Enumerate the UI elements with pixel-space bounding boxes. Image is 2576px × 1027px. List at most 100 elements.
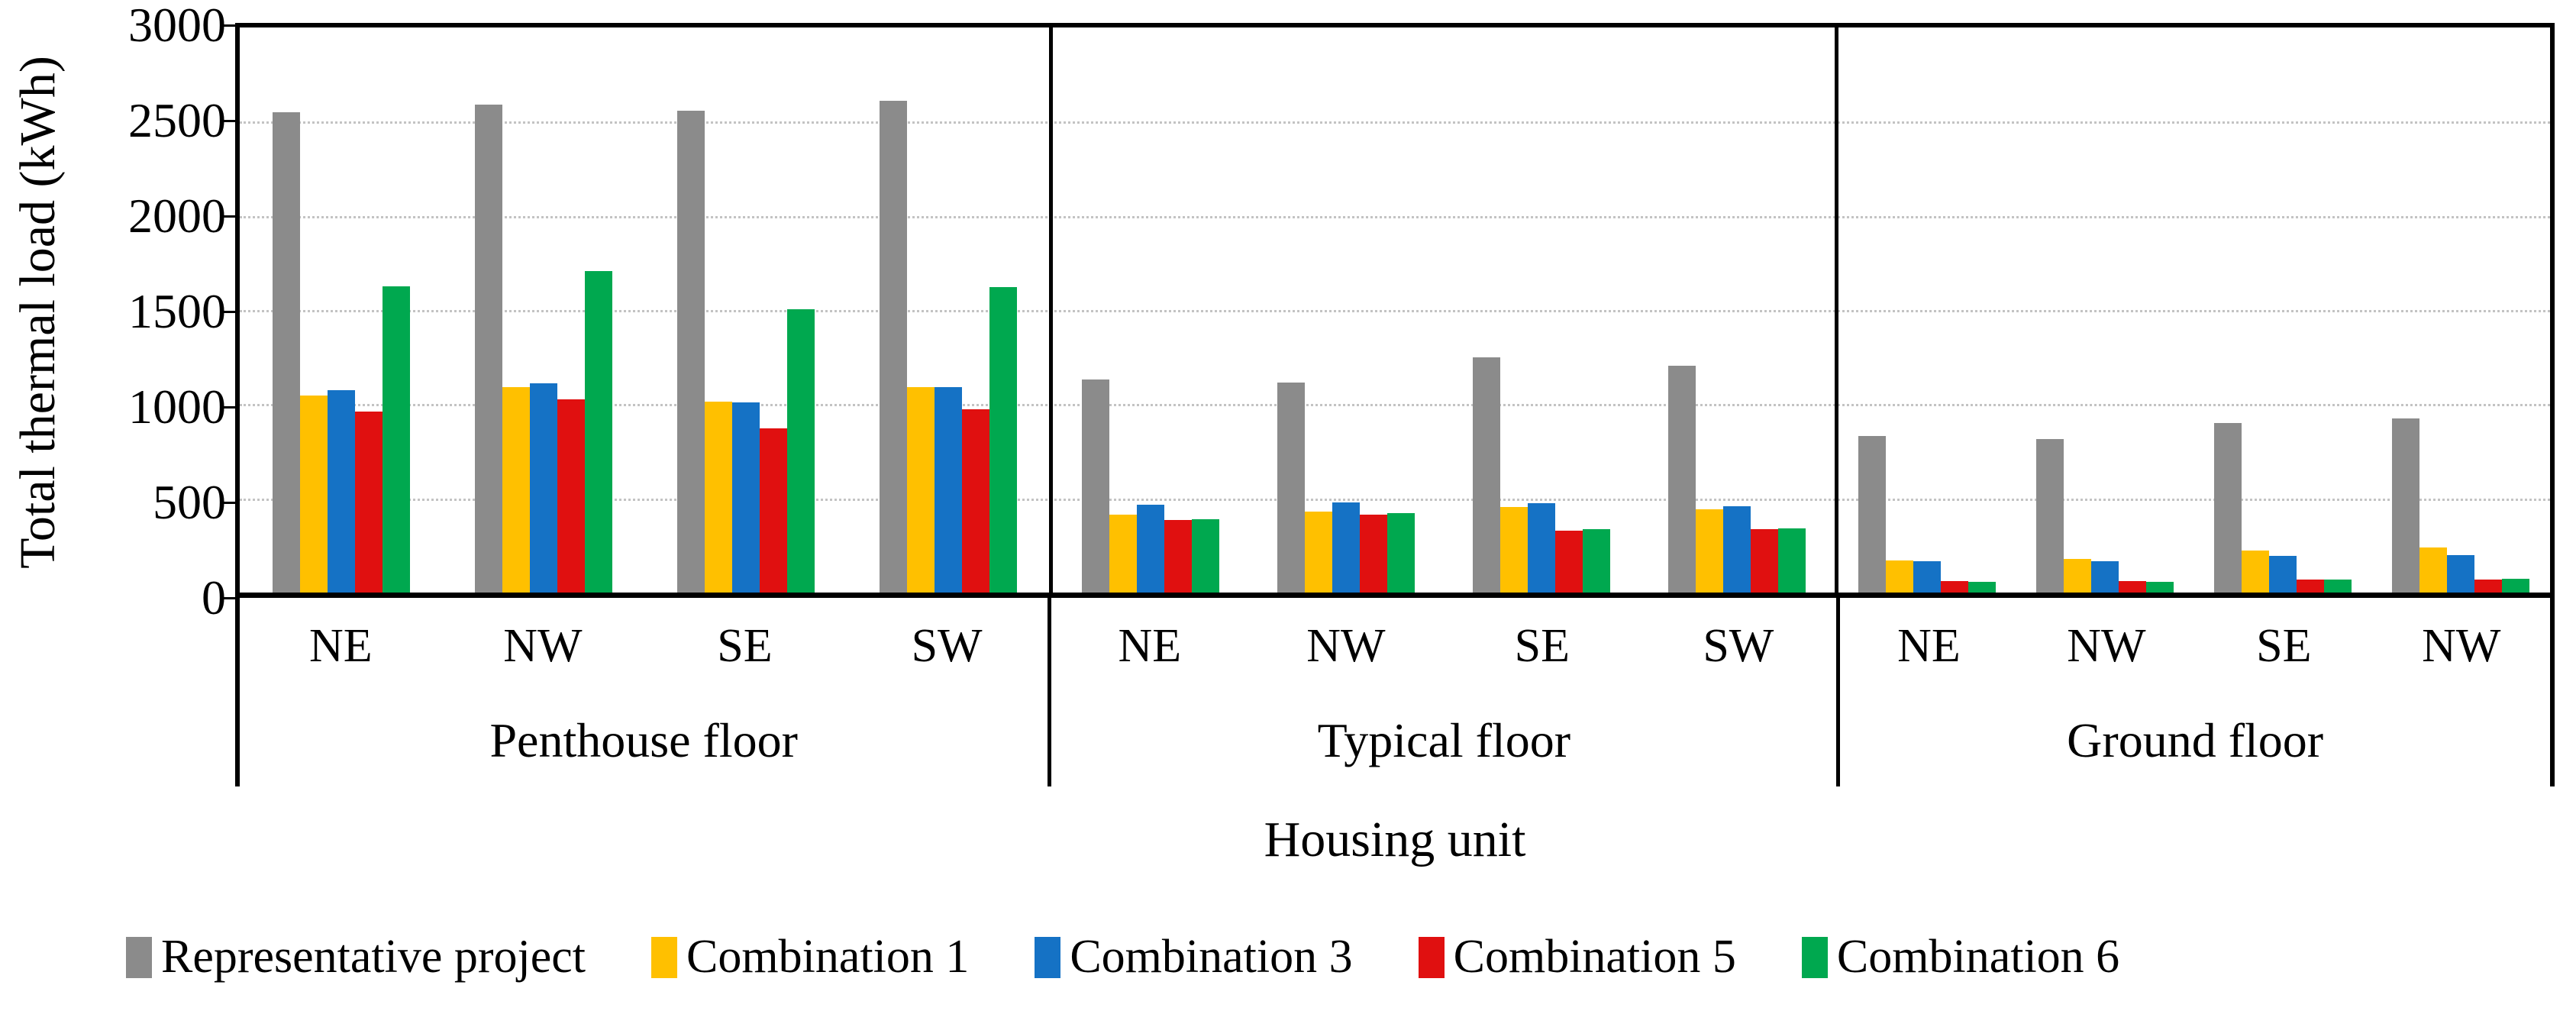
- orientation-label: SE: [1514, 619, 1570, 672]
- floor-group-label: Ground floor: [2067, 712, 2324, 767]
- bar-representative-project: [1082, 379, 1110, 593]
- legend-label: Representative project: [161, 931, 586, 983]
- bar-combination-3: [934, 387, 962, 593]
- bar-combination-6: [1583, 529, 1611, 593]
- bar-combination-1: [299, 396, 328, 593]
- bar-combination-5: [557, 399, 585, 593]
- category-column-1: NE NW SE SW Typical floor: [1051, 598, 1841, 786]
- bar-combination-3: [731, 402, 760, 593]
- category-slot: [2016, 27, 2194, 593]
- bar-combination-5: [1941, 581, 1969, 593]
- category-slot: [240, 27, 442, 593]
- bar-combination-6: [2146, 582, 2174, 593]
- category-slot: [847, 27, 1049, 593]
- bar-representative-project: [879, 101, 907, 593]
- gridline-1500: [240, 310, 2550, 312]
- orientation-label: SE: [717, 619, 773, 672]
- legend-item-representative-project: Representative project: [126, 930, 586, 984]
- legend-label: Combination 5: [1453, 931, 1736, 983]
- legend-swatch-icon: [1035, 936, 1061, 978]
- plot-area: [235, 23, 2555, 598]
- category-slot: [1838, 27, 2016, 593]
- bar-combination-6: [1192, 518, 1220, 593]
- bar-combination-1: [704, 401, 732, 593]
- bar-combination-3: [1722, 505, 1751, 593]
- bar-combination-6: [382, 286, 410, 593]
- bar-combination-6: [989, 287, 1017, 593]
- bar-cluster: [1667, 27, 1806, 593]
- category-slot: [1053, 27, 1248, 593]
- orientation-label: NE: [308, 619, 373, 672]
- y-tick-mark: [220, 215, 237, 218]
- bar-representative-project: [272, 112, 300, 593]
- bar-combination-3: [1137, 505, 1165, 593]
- category-slot: [2372, 27, 2550, 593]
- floor-panel-0: [240, 27, 1054, 593]
- y-tick-label-1500: 1500: [128, 284, 226, 338]
- bar-combination-6: [1777, 528, 1806, 593]
- bar-representative-project: [2392, 418, 2420, 593]
- y-tick-mark: [220, 24, 237, 27]
- bar-combination-6: [584, 271, 612, 593]
- bar-representative-project: [1667, 365, 1696, 593]
- bar-combination-1: [906, 387, 935, 593]
- y-tick-label-1000: 1000: [128, 379, 226, 434]
- bar-representative-project: [2036, 438, 2064, 593]
- orientation-label: NW: [1306, 619, 1386, 672]
- gridline-2500: [240, 121, 2550, 124]
- bar-cluster: [2214, 27, 2352, 593]
- legend-label: Combination 6: [1836, 931, 2120, 983]
- bar-combination-1: [2419, 547, 2448, 593]
- y-tick-label-500: 500: [153, 475, 226, 529]
- bar-combination-5: [2119, 581, 2147, 593]
- orientation-row: NE NW SE SW: [1051, 598, 1836, 694]
- bar-cluster: [1858, 27, 1997, 593]
- bar-combination-3: [2091, 561, 2119, 593]
- panels: [240, 27, 2550, 593]
- bar-representative-project: [1858, 436, 1887, 593]
- bar-combination-3: [2269, 555, 2297, 593]
- bar-combination-5: [2297, 579, 2325, 593]
- x-axis-title: Housing unit: [1264, 812, 1526, 867]
- y-tick-label-0: 0: [202, 570, 226, 625]
- orientation-label: SW: [911, 619, 983, 672]
- orientation-label: NW: [2067, 619, 2146, 672]
- plot-inner: [240, 27, 2550, 593]
- bar-combination-5: [759, 428, 787, 593]
- bar-combination-3: [1913, 561, 1942, 593]
- bar-combination-1: [1886, 560, 1914, 593]
- legend-label: Combination 1: [686, 931, 970, 983]
- bar-combination-1: [1305, 511, 1333, 593]
- y-tick-mark: [220, 406, 237, 409]
- bar-combination-5: [1555, 530, 1583, 593]
- bar-combination-6: [1968, 582, 1997, 593]
- category-column-0: NE NW SE SW Penthouse floor: [235, 598, 1052, 786]
- legend-swatch-icon: [126, 936, 152, 978]
- y-tick-mark: [220, 120, 237, 122]
- orientation-label: NW: [2422, 619, 2501, 672]
- floor-group-label: Penthouse floor: [489, 712, 798, 767]
- bar-combination-5: [961, 409, 989, 593]
- category-slot: [442, 27, 644, 593]
- bar-combination-3: [327, 389, 355, 593]
- y-tick-label-2000: 2000: [128, 189, 226, 243]
- bar-representative-project: [1277, 382, 1306, 593]
- y-tick-mark: [220, 597, 237, 599]
- bar-combination-1: [1500, 506, 1528, 593]
- legend-item-combination-5: Combination 5: [1418, 930, 1736, 984]
- bar-combination-1: [2242, 550, 2270, 593]
- orientation-row: NE NW SE SW: [240, 598, 1048, 694]
- bar-representative-project: [1473, 357, 1501, 593]
- bar-cluster: [1277, 27, 1416, 593]
- y-tick-mark: [220, 502, 237, 504]
- legend-item-combination-6: Combination 6: [1801, 930, 2120, 984]
- legend-swatch-icon: [1801, 936, 1828, 978]
- gridline-2000: [240, 215, 2550, 218]
- bar-combination-1: [1109, 514, 1138, 593]
- bar-combination-6: [2324, 579, 2352, 593]
- orientation-label: SW: [1703, 619, 1774, 672]
- bar-combination-3: [529, 383, 557, 593]
- bar-combination-3: [1528, 502, 1556, 593]
- orientation-label: NW: [503, 619, 583, 672]
